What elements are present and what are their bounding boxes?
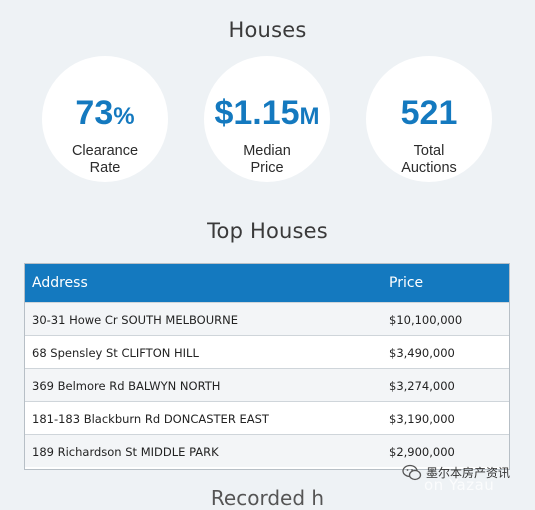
wechat-icon (402, 464, 422, 486)
address-column-header: Address (32, 275, 88, 291)
stat-label: Total Auctions (401, 143, 457, 176)
stat-value: 73% (75, 94, 135, 132)
stat-label: Clearance Rate (71, 143, 139, 176)
table-row: 369 Belmore Rd BALWYN NORTH $3,274,000 (25, 368, 509, 401)
table-row: 30-31 Howe Cr SOUTH MELBOURNE $10,100,00… (25, 302, 509, 335)
clearance-rate-stat: 73% Clearance Rate (42, 56, 168, 182)
table-row: 189 Richardson St MIDDLE PARK $2,900,000 (25, 434, 509, 467)
table-row: 68 Spensley St CLIFTON HILL $3,490,000 (25, 335, 509, 368)
price-cell: $3,190,000 (389, 412, 455, 426)
price-cell: $3,274,000 (389, 379, 455, 393)
top-houses-title: Top Houses (207, 219, 328, 243)
stat-value: 521 (400, 94, 458, 132)
address-cell: 181-183 Blackburn Rd DONCASTER EAST (32, 412, 269, 426)
top-houses-table: Address Price 30-31 Howe Cr SOUTH MELBOU… (24, 263, 510, 470)
address-cell: 30-31 Howe Cr SOUTH MELBOURNE (32, 313, 239, 327)
address-cell: 369 Belmore Rd BALWYN NORTH (32, 379, 221, 393)
address-cell: 68 Spensley St CLIFTON HILL (32, 346, 199, 360)
watermark: 墨尔本房产资讯 on Yazau (400, 460, 530, 494)
watermark-shadow-text: on Yazau (424, 476, 495, 494)
price-cell: $3,490,000 (389, 346, 455, 360)
price-column-header: Price (389, 275, 424, 291)
total-auctions-stat: 521 Total Auctions (366, 56, 492, 182)
houses-title: Houses (228, 18, 307, 42)
table-body: 30-31 Howe Cr SOUTH MELBOURNE $10,100,00… (25, 302, 509, 467)
price-cell: $2,900,000 (389, 445, 455, 459)
stat-label: Median Price (243, 143, 291, 176)
price-cell: $10,100,000 (389, 313, 463, 327)
stat-value: $1.15M (214, 94, 320, 132)
watermark-text: 墨尔本房产资讯 (426, 466, 511, 480)
median-price-stat: $1.15M Median Price (204, 56, 330, 182)
address-cell: 189 Richardson St MIDDLE PARK (32, 445, 219, 459)
table-row: 181-183 Blackburn Rd DONCASTER EAST $3,1… (25, 401, 509, 434)
table-header: Address Price (25, 264, 509, 302)
